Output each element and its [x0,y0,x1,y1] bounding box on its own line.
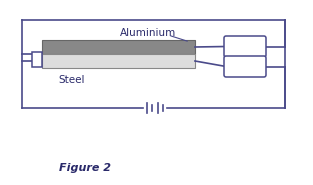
Text: Aluminium: Aluminium [120,28,176,38]
Text: A: A [241,41,249,51]
FancyBboxPatch shape [224,36,266,57]
Text: Steel: Steel [59,75,85,85]
Bar [42,54,195,68]
FancyBboxPatch shape [224,56,266,77]
Bar [32,52,42,67]
Text: B: B [241,61,249,71]
Bar [42,40,195,54]
Text: Figure 2: Figure 2 [59,163,111,173]
